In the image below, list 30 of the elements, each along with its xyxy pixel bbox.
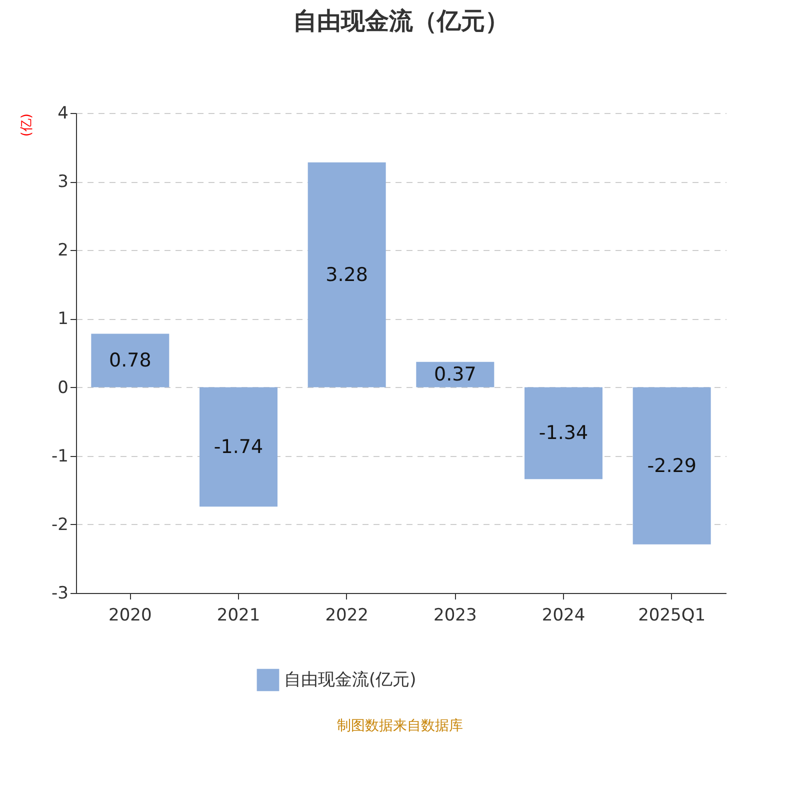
bar: [632, 387, 711, 544]
data-label: -1.74: [214, 436, 264, 458]
y-tick-label: 1: [58, 309, 68, 330]
y-tick-label: -2: [52, 514, 68, 535]
legend-label: 自由现金流(亿元): [284, 670, 416, 690]
data-label: 0.78: [109, 350, 152, 372]
x-tick-label: 2025Q1: [638, 606, 706, 626]
data-label: -1.34: [538, 422, 588, 444]
bar: [308, 162, 386, 388]
x-tick-label: 2024: [542, 606, 586, 626]
data-label: -2.29: [647, 454, 696, 477]
data-label: 0.37: [434, 364, 476, 386]
y-tick-label: 0: [58, 378, 68, 398]
x-tick-label: 2021: [216, 606, 260, 626]
bar: [200, 387, 278, 507]
bar: [416, 362, 494, 388]
text: 制图数据来自数据库: [336, 717, 464, 735]
chart-title: 自由现金流（亿元）: [293, 7, 509, 35]
y-tick-label: 4: [58, 104, 68, 124]
bar: [524, 387, 602, 480]
x-tick-label: 2022: [325, 606, 368, 626]
y-tick-label: 3: [58, 172, 68, 192]
y-axis-title: (亿): [20, 114, 35, 137]
x-tick-label: 2020: [108, 606, 152, 626]
bar: [91, 334, 170, 388]
x-tick-label: 2023: [434, 606, 477, 626]
y-tick-label: 2: [58, 240, 68, 261]
y-tick-label: -1: [52, 446, 68, 466]
y-tick-label: -3: [52, 584, 68, 604]
data-label: 3.28: [326, 264, 368, 286]
